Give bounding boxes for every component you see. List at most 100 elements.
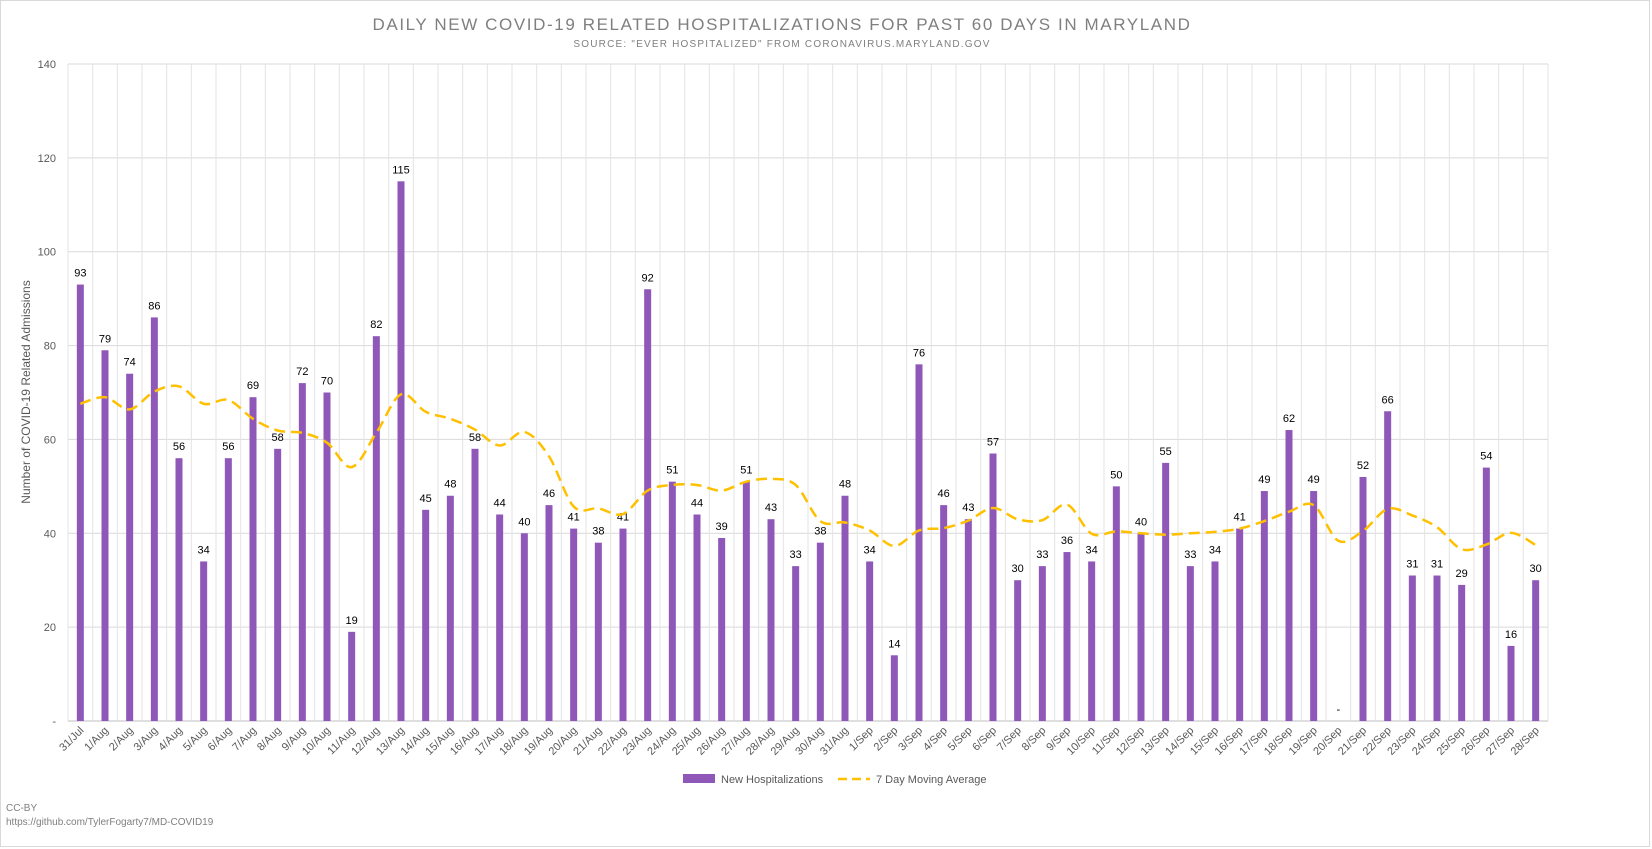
bar <box>915 364 923 721</box>
data-label: - <box>1336 704 1340 716</box>
license-credit: CC-BY <box>6 803 38 814</box>
bar <box>693 514 701 721</box>
x-tick-label: 6/Sep <box>970 725 999 754</box>
bar <box>348 631 356 721</box>
data-label: 34 <box>1209 544 1221 556</box>
bar <box>1211 561 1219 721</box>
bar <box>1186 566 1194 721</box>
bar <box>619 528 627 721</box>
data-label: 16 <box>1505 629 1517 641</box>
data-label: 31 <box>1406 559 1418 571</box>
data-label: 34 <box>198 544 210 556</box>
data-label: 46 <box>543 488 555 500</box>
data-label: 82 <box>370 319 382 331</box>
y-axis-ticks: - 20 40 60 80 100 120 140 <box>38 59 57 728</box>
data-label: 69 <box>247 380 259 392</box>
x-tick-label: 4/Aug <box>156 725 185 754</box>
data-label: 30 <box>1530 563 1542 575</box>
data-label: 49 <box>1308 474 1320 486</box>
data-label: 115 <box>392 164 410 176</box>
data-label: 33 <box>790 549 802 561</box>
bar <box>1137 533 1145 721</box>
data-label: 39 <box>716 521 728 533</box>
moving-average-line <box>79 384 1537 552</box>
data-label: 44 <box>494 498 506 510</box>
data-label: 31 <box>1431 559 1443 571</box>
y-tick-label: 60 <box>44 434 56 446</box>
data-label: 49 <box>1258 474 1270 486</box>
data-label: 62 <box>1283 413 1295 425</box>
bar <box>1384 411 1392 721</box>
data-label: 41 <box>568 512 580 524</box>
data-label: 45 <box>420 493 432 505</box>
y-tick-label: 80 <box>44 341 56 353</box>
y-tick-label: - <box>52 716 56 728</box>
data-label: 72 <box>296 366 308 378</box>
chart-subtitle: SOURCE: "EVER HOSPITALIZED" FROM CORONAV… <box>573 39 990 50</box>
data-label: 58 <box>272 432 284 444</box>
bar <box>1359 476 1367 721</box>
data-label: 34 <box>864 544 876 556</box>
x-tick-label: 2/Aug <box>107 725 136 754</box>
bar <box>718 537 726 721</box>
legend-bar-label: New Hospitalizations <box>721 774 824 786</box>
data-label: 19 <box>346 615 358 627</box>
bar <box>594 542 602 721</box>
bar <box>1507 645 1515 721</box>
bar <box>422 509 430 721</box>
y-axis-title: Number of COVID-19 Related Admissions <box>19 280 33 503</box>
data-label: 46 <box>938 488 950 500</box>
bar <box>742 481 750 721</box>
bar <box>1112 486 1120 721</box>
data-label: 51 <box>740 465 752 477</box>
data-label: 56 <box>173 441 185 453</box>
data-label: 29 <box>1456 568 1468 580</box>
y-tick-label: 120 <box>38 153 56 165</box>
bar <box>224 458 232 721</box>
data-label: 93 <box>74 268 86 280</box>
x-tick-label: 4/Sep <box>921 725 950 754</box>
data-label: 52 <box>1357 460 1369 472</box>
x-tick-label: 7/Sep <box>995 725 1024 754</box>
x-tick-label: 3/Sep <box>896 725 925 754</box>
data-label: 58 <box>469 432 481 444</box>
bar <box>816 542 824 721</box>
x-tick-label: 31/Jul <box>57 725 86 754</box>
bar <box>150 317 158 721</box>
bar <box>668 481 676 721</box>
y-tick-label: 140 <box>38 59 56 71</box>
bar <box>175 458 183 721</box>
bar <box>964 519 972 721</box>
data-label: 44 <box>691 498 703 510</box>
data-label: 54 <box>1480 451 1492 463</box>
legend-line-label: 7 Day Moving Average <box>876 774 986 786</box>
data-label: 74 <box>124 357 136 369</box>
data-label: 48 <box>839 479 851 491</box>
bar <box>298 383 306 721</box>
x-tick-label: 1/Aug <box>82 725 111 754</box>
data-label: 34 <box>1086 544 1098 556</box>
bar <box>644 289 652 721</box>
bar <box>471 448 479 721</box>
y-tick-label: 100 <box>38 247 56 259</box>
y-tick-label: 20 <box>44 622 56 634</box>
data-label: 70 <box>321 376 333 388</box>
chart-title: DAILY NEW COVID-19 RELATED HOSPITALIZATI… <box>373 15 1192 34</box>
y-tick-label: 40 <box>44 528 56 540</box>
data-label: 43 <box>962 502 974 514</box>
data-label: 36 <box>1061 535 1073 547</box>
x-tick-label: 8/Sep <box>1020 725 1049 754</box>
bar <box>1458 584 1466 721</box>
x-axis-ticks: 31/Jul1/Aug2/Aug3/Aug4/Aug5/Aug6/Aug7/Au… <box>57 725 1542 758</box>
bar <box>1433 575 1441 721</box>
bar <box>323 392 331 721</box>
bar <box>372 336 380 721</box>
data-label: 57 <box>987 437 999 449</box>
data-label: 86 <box>148 300 160 312</box>
data-label: 50 <box>1110 469 1122 481</box>
data-label: 92 <box>642 272 654 284</box>
bar <box>1063 552 1071 721</box>
bar <box>1038 566 1046 721</box>
x-tick-label: 5/Sep <box>946 725 975 754</box>
